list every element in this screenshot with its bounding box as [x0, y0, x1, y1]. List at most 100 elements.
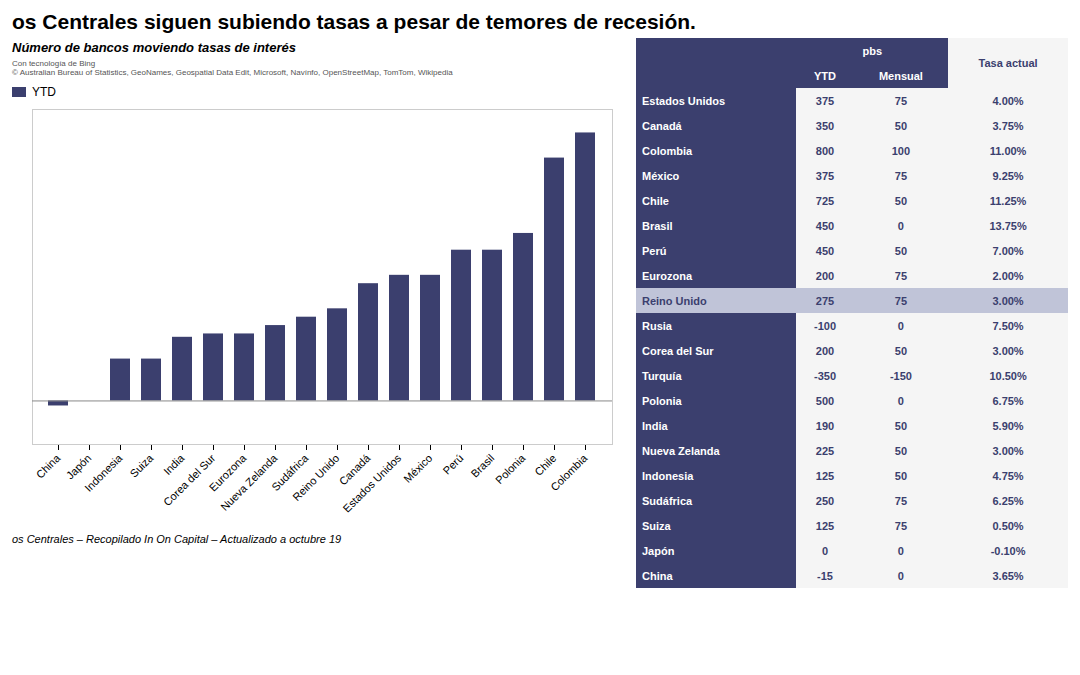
svg-text:Indonesia: Indonesia	[82, 451, 125, 494]
svg-text:Chile: Chile	[532, 452, 558, 478]
svg-text:Polonia: Polonia	[493, 451, 528, 486]
html-text:200: 200	[815, 344, 835, 357]
svg-text:Colombia: Colombia	[548, 451, 590, 493]
html-text:YTD: YTD	[32, 85, 56, 99]
svg-text:India: India	[161, 451, 187, 477]
svg-text:Brasil: Brasil	[468, 452, 496, 480]
html-text:6.75%: 6.75%	[992, 394, 1024, 407]
html-text:50: 50	[894, 469, 907, 482]
html-text:pbs: pbs	[862, 44, 882, 57]
html-text:Sudáfrica: Sudáfrica	[642, 494, 693, 507]
html-text:11.00%: 11.00%	[989, 144, 1027, 157]
html-text:250: 250	[815, 494, 835, 507]
html-text:Corea del Sur: Corea del Sur	[642, 344, 714, 357]
html-text:Nueva Zelanda: Nueva Zelanda	[642, 444, 720, 457]
html-text:75: 75	[894, 294, 907, 307]
html-text:-150: -150	[889, 369, 912, 382]
svg-text:Perú: Perú	[440, 452, 465, 477]
html-text:4.00%: 4.00%	[992, 94, 1024, 107]
html-text:Indonesia: Indonesia	[642, 469, 694, 482]
html-text:800: 800	[815, 144, 835, 157]
html-text:Eurozona: Eurozona	[642, 269, 693, 282]
html-text:Canadá: Canadá	[642, 119, 682, 132]
html-text:India: India	[642, 419, 668, 432]
html-text:Con tecnología de Bing © Austr: Con tecnología de Bing © Australian Bure…	[12, 59, 453, 77]
html-text:Japón: Japón	[642, 544, 675, 557]
html-text:50: 50	[894, 444, 907, 457]
html-text:50: 50	[894, 119, 907, 132]
html-text:50: 50	[894, 419, 907, 432]
html-text:-0.10%: -0.10%	[990, 544, 1026, 557]
svg-text:Reino Unido: Reino Unido	[290, 452, 341, 503]
html-text:9.25%: 9.25%	[992, 169, 1024, 182]
html-text:Número de bancos moviendo tasa: Número de bancos moviendo tasas de inter…	[12, 40, 296, 55]
html-text:125: 125	[815, 469, 835, 482]
svg-text:Corea del Sur: Corea del Sur	[161, 452, 218, 509]
html-text:450: 450	[815, 219, 835, 232]
html-text:China: China	[642, 569, 673, 582]
html-text:3.75%: 3.75%	[992, 119, 1024, 132]
html-text:Turquía: Turquía	[642, 369, 682, 382]
html-text:3.65%: 3.65%	[992, 569, 1024, 582]
html-text:Perú: Perú	[642, 244, 667, 257]
html-text:275: 275	[815, 294, 835, 307]
html-text:100: 100	[891, 144, 911, 157]
html-text:Estados Unidos: Estados Unidos	[642, 94, 726, 107]
svg-text:Estados Unidos: Estados Unidos	[340, 451, 403, 514]
html-text:50: 50	[894, 244, 907, 257]
svg-text:Canadá: Canadá	[336, 451, 373, 488]
html-text:50: 50	[894, 194, 907, 207]
svg-text:Nueva Zelanda: Nueva Zelanda	[218, 451, 280, 513]
html-text:350: 350	[815, 119, 835, 132]
html-text:500: 500	[815, 394, 835, 407]
html-text:75: 75	[894, 269, 907, 282]
html-text:450: 450	[815, 244, 835, 257]
html-text:-15: -15	[817, 569, 833, 582]
html-text:225: 225	[815, 444, 835, 457]
html-text:3.00%: 3.00%	[992, 444, 1024, 457]
html-text:190: 190	[815, 419, 835, 432]
html-text:México: México	[642, 169, 680, 182]
html-text:-100: -100	[814, 319, 836, 332]
html-text:0.50%: 0.50%	[992, 519, 1024, 532]
html-text:Colombia: Colombia	[642, 144, 693, 157]
html-text:-350: -350	[814, 369, 836, 382]
html-text:Mensual: Mensual	[878, 69, 923, 82]
html-text:Rusia: Rusia	[642, 319, 672, 332]
html-text:725: 725	[815, 194, 835, 207]
html-text:Reino Unido: Reino Unido	[642, 294, 707, 307]
html-text:5.90%: 5.90%	[992, 419, 1024, 432]
html-text:75: 75	[894, 519, 907, 532]
html-text:Polonia: Polonia	[642, 394, 682, 407]
html-text:Chile: Chile	[642, 194, 669, 207]
html-text:YTD: YTD	[814, 69, 836, 82]
html-text:Suiza: Suiza	[642, 519, 671, 532]
html-text:75: 75	[894, 94, 907, 107]
html-text:4.75%: 4.75%	[992, 469, 1024, 482]
html-text:7.50%: 7.50%	[992, 319, 1024, 332]
html-text:11.25%: 11.25%	[989, 194, 1027, 207]
html-text:375: 375	[815, 169, 835, 182]
html-text:75: 75	[894, 169, 907, 182]
html-text:Brasil: Brasil	[642, 219, 673, 232]
html-text:75: 75	[894, 494, 907, 507]
html-text:os Centrales – Recopilado In O: os Centrales – Recopilado In On Capital …	[12, 533, 342, 545]
svg-text:México: México	[401, 452, 434, 485]
html-text:200: 200	[815, 269, 835, 282]
html-text:50: 50	[894, 344, 907, 357]
html-text:375: 375	[815, 94, 835, 107]
svg-text:China: China	[34, 451, 63, 480]
svg-text:Eurozona: Eurozona	[206, 451, 249, 494]
svg-text:Sudáfrica: Sudáfrica	[269, 451, 311, 494]
html-text:2.00%: 2.00%	[992, 269, 1024, 282]
html-text:os Centrales siguen subiendo t: os Centrales siguen subiendo tasas a pes…	[12, 10, 696, 33]
html-text:3.00%: 3.00%	[992, 294, 1024, 307]
html-text:125: 125	[815, 519, 835, 532]
html-text:10.50%: 10.50%	[989, 369, 1027, 382]
svg-text:Japón: Japón	[64, 452, 94, 482]
svg-text:Suiza: Suiza	[127, 451, 156, 480]
html-text:7.00%: 7.00%	[992, 244, 1024, 257]
html-text:13.75%: 13.75%	[989, 219, 1027, 232]
html-text:3.00%: 3.00%	[992, 344, 1024, 357]
html-text:6.25%: 6.25%	[992, 494, 1024, 507]
